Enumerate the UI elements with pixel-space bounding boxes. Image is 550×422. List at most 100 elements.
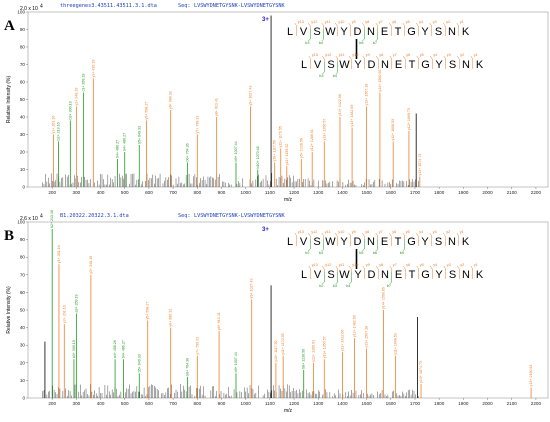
peak-label: y13+ 1350.57	[322, 336, 326, 358]
y-ion-bracket	[443, 265, 446, 279]
residue-top: E	[381, 236, 388, 248]
residue-top: N	[367, 26, 375, 38]
y-ion-label: y2	[460, 263, 464, 267]
x-tick-label: 1900	[458, 190, 469, 195]
x-tick-label: 1100	[265, 401, 275, 406]
residue-top: G	[407, 26, 416, 38]
b-ion-bracket	[402, 239, 405, 252]
y-tick-label: 40	[20, 115, 26, 120]
x-tick-label: 1000	[241, 401, 252, 406]
y-tick-label: 50	[20, 308, 26, 313]
peak-label: y5+ 598.27	[146, 302, 150, 320]
residue-bottom: Y	[354, 59, 362, 71]
y-ion-bracket	[362, 55, 365, 69]
y-ion-label: y4	[433, 53, 437, 57]
residue-bottom: T	[409, 269, 416, 281]
y-ion-label: y1	[460, 230, 464, 234]
y-ion-label: y5	[420, 263, 424, 267]
y-tick-label: 70	[20, 62, 26, 67]
x-tick-label: 1400	[337, 401, 348, 406]
b-ion-label: b6	[359, 41, 363, 45]
b-ion-bracket	[362, 29, 365, 42]
panel-label: B	[4, 228, 14, 244]
peak-label: y7+ 799.31	[195, 116, 199, 134]
y-ion-bracket	[429, 232, 432, 246]
peak-label: y9+ 1027.43	[250, 279, 254, 299]
b-ion-label: b2	[319, 284, 323, 288]
x-tick-label: 500	[121, 401, 129, 406]
y-ion-bracket	[348, 232, 351, 246]
y-ion-bracket	[362, 265, 365, 279]
peak-label: y11+ 1170.55	[279, 126, 283, 147]
peak-label: b8+ 1236.56	[302, 349, 306, 369]
peak-label: y14+ 1560.65	[378, 70, 382, 92]
y-ion-label: y7	[379, 230, 383, 234]
y-ion-label: y5	[406, 20, 410, 24]
x-tick-label: 1600	[386, 190, 397, 195]
residue-top: G	[407, 236, 416, 248]
residue-top: N	[448, 236, 456, 248]
peak-label: y13+ 1350.57	[322, 119, 326, 141]
y-tick-label: 90	[20, 237, 26, 242]
y-ion-bracket	[321, 232, 324, 246]
residue-bottom: E	[395, 269, 402, 281]
y-ion-bracket	[470, 55, 473, 69]
y-ion-bracket	[416, 265, 419, 279]
y-ion-bracket	[321, 22, 324, 36]
y-ion-label: y8	[379, 53, 383, 57]
peak-label: b4+ 486.27	[123, 133, 127, 151]
residue-bottom: N	[462, 59, 470, 71]
peak-label: y14+ 1422.66	[338, 94, 342, 116]
y-ion-label: y11	[325, 230, 331, 234]
charge-state: 3+	[262, 17, 269, 23]
residue-top: S	[313, 236, 320, 248]
peak-label: y5+ 1236.56	[299, 138, 303, 158]
y-ion-label: y9	[366, 263, 370, 267]
residue-bottom: N	[381, 269, 389, 281]
y-ion-label: y5	[406, 230, 410, 234]
y-ion-label: y12	[325, 53, 331, 57]
y-ion-bracket	[376, 265, 379, 279]
b-ion-label: b3	[319, 251, 323, 255]
residue-top: T	[395, 26, 402, 38]
residue-bottom: L	[301, 59, 307, 71]
residue-top: N	[448, 26, 456, 38]
y-tick-label: 10	[20, 167, 26, 172]
y-ion-bracket	[389, 22, 392, 36]
y-ion-bracket	[443, 232, 446, 246]
residue-bottom: N	[462, 269, 470, 281]
peak-label: y12+ 1482.69	[353, 315, 357, 337]
y-tick-label: 40	[20, 325, 26, 330]
y-ion-bracket	[430, 55, 433, 69]
b-ion-bracket	[335, 272, 338, 285]
x-tick-label: 200	[48, 190, 56, 195]
y-ion-bracket	[322, 55, 325, 69]
plot-frame	[27, 221, 549, 399]
y-ion-label: y1	[460, 20, 464, 24]
peak-label: b2+ 213.16	[50, 210, 54, 228]
residue-bottom: S	[449, 269, 456, 281]
b-ion-label: b4	[346, 284, 350, 288]
seq-label: Seq:	[178, 3, 191, 9]
y-ion-label: y4	[419, 20, 423, 24]
residue-top: Y	[421, 26, 429, 38]
y-ion-label: y5	[420, 53, 424, 57]
residue-bottom: D	[368, 59, 376, 71]
y-axis-label: Relative Intensity (%)	[6, 286, 12, 334]
peak-label: y11+ 1422.66	[340, 330, 344, 352]
y-ion-bracket	[402, 232, 405, 246]
y-ion-label: y10	[338, 20, 344, 24]
b-ion-bracket	[375, 239, 378, 252]
residue-top: L	[287, 26, 293, 38]
residue-top: E	[381, 26, 388, 38]
residue-bottom: K	[476, 269, 484, 281]
residue-top: V	[300, 236, 308, 248]
peak-label: y8+ 913.41	[217, 312, 221, 330]
b-ion-label: b9	[400, 251, 404, 255]
y-ion-label: y4	[419, 230, 423, 234]
y-ion-label: y1	[474, 263, 478, 267]
y-tick-label: 100	[17, 220, 25, 225]
y-tick-label: 20	[20, 360, 26, 365]
residue-top: W	[325, 236, 336, 248]
